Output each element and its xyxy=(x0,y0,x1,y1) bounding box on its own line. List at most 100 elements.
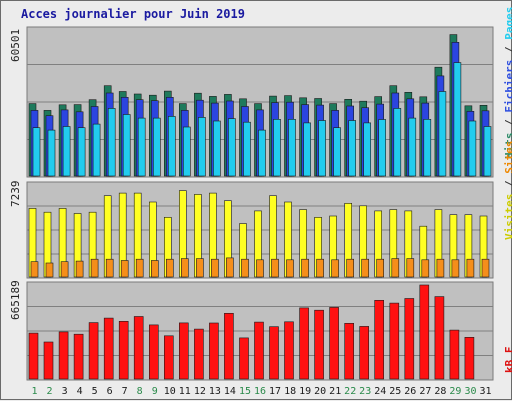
kbytes-bar-kb-f xyxy=(359,326,370,380)
day-label: 10 xyxy=(164,386,176,397)
kbytes-bar-kb-f xyxy=(28,332,39,380)
kbytes-bar-kb-f xyxy=(149,324,159,380)
kbytes-bar-kb-f xyxy=(73,333,84,380)
day-label: 25 xyxy=(389,386,401,397)
visits-bar-sites xyxy=(196,258,204,278)
kbytes-bar-kb-f xyxy=(209,322,219,380)
visits-bar-sites xyxy=(75,260,84,278)
traffic-bar-pages xyxy=(438,91,447,177)
kbytes-bar-kb-f xyxy=(299,307,309,380)
traffic-bar-pages xyxy=(168,116,176,177)
visits-bar-sites xyxy=(316,258,324,278)
day-label: 7 xyxy=(122,386,128,397)
visits-bar-sites xyxy=(226,257,234,278)
traffic-bar-pages xyxy=(32,127,41,177)
day-label: 16 xyxy=(254,386,266,397)
day-label: 31 xyxy=(479,386,491,397)
traffic-bar-pages xyxy=(363,122,372,177)
day-label: 8 xyxy=(137,386,143,397)
visits-bar-sites xyxy=(376,258,385,278)
day-label: 17 xyxy=(269,386,281,397)
day-label: 4 xyxy=(77,386,83,397)
visits-bar-sites xyxy=(391,258,400,278)
day-label: 2 xyxy=(46,386,52,397)
traffic-bar-pages xyxy=(92,123,101,177)
kbytes-bar-kb-f xyxy=(254,321,264,380)
day-label: 14 xyxy=(224,386,236,397)
kbytes-bar-kb-f xyxy=(58,331,69,380)
visits-bar-sites xyxy=(331,259,339,278)
visits-bar-sites xyxy=(271,258,279,278)
kbytes-bar-kb-f xyxy=(118,320,129,380)
kbytes-bar-kb-f xyxy=(404,298,415,380)
traffic-bar-pages xyxy=(273,119,281,177)
visits-bar-sites xyxy=(30,261,39,278)
visits-bar-sites xyxy=(90,258,99,278)
day-label: 23 xyxy=(359,386,371,397)
kbytes-bar-kb-f xyxy=(194,328,204,380)
kbytes-bar-kb-f xyxy=(43,341,54,380)
visits-bar-sites xyxy=(301,258,309,278)
traffic-bar-pages xyxy=(153,117,161,177)
kbytes-bar-kb-f xyxy=(88,322,99,380)
kbytes-bar-kb-f xyxy=(284,321,294,380)
kbytes-bar-kb-f xyxy=(419,284,430,380)
day-label: 19 xyxy=(299,386,311,397)
day-label: 5 xyxy=(92,386,98,397)
traffic-bar-pages xyxy=(303,122,311,177)
day-label: 13 xyxy=(209,386,221,397)
kbytes-bar-kb-f xyxy=(374,299,385,380)
day-label: 12 xyxy=(194,386,206,397)
day-label: 26 xyxy=(404,386,416,397)
visits-bar-sites xyxy=(481,258,490,278)
visits-bar-sites xyxy=(105,258,114,278)
day-label: 3 xyxy=(62,386,68,397)
visits-bar-sites xyxy=(451,259,460,278)
kbytes-bar-kb-f xyxy=(329,307,339,380)
day-label: 15 xyxy=(239,386,251,397)
day-label: 27 xyxy=(419,386,431,397)
traffic-bar-pages xyxy=(62,126,71,177)
traffic-bar-pages xyxy=(333,127,341,177)
traffic-bar-pages xyxy=(137,117,146,177)
traffic-bar-pages xyxy=(288,119,296,177)
kbytes-bar-kb-f xyxy=(344,322,355,380)
day-label: 18 xyxy=(284,386,296,397)
traffic-bar-pages xyxy=(423,119,432,177)
visits-bar-sites xyxy=(120,260,129,278)
visits-bar-sites xyxy=(181,258,189,278)
traffic-bar-pages xyxy=(243,121,251,177)
day-label: 22 xyxy=(344,386,356,397)
kbytes-bar-kb-f xyxy=(464,336,475,380)
traffic-bar-pages xyxy=(77,127,86,177)
day-label: 9 xyxy=(152,386,158,397)
kbytes-bar-kb-f xyxy=(449,329,460,380)
traffic-bar-pages xyxy=(408,117,417,177)
traffic-bar-pages xyxy=(483,126,492,177)
visits-bar-sites xyxy=(466,258,475,278)
traffic-bar-pages xyxy=(258,129,266,177)
kbytes-bar-kb-f xyxy=(269,326,279,380)
visits-bar-sites xyxy=(241,258,249,278)
visits-bar-sites xyxy=(166,258,174,278)
traffic-bar-pages xyxy=(213,120,221,177)
kbytes-bar-kb-f xyxy=(133,316,144,380)
traffic-bar-pages xyxy=(122,114,131,177)
traffic-bar-pages xyxy=(228,118,236,177)
day-label: 20 xyxy=(314,386,326,397)
traffic-bar-pages xyxy=(393,108,402,177)
visits-bar-sites xyxy=(421,259,430,278)
traffic-bar-pages xyxy=(453,62,462,177)
kbytes-bar-kb-f xyxy=(389,302,400,380)
visits-bar-sites xyxy=(346,258,355,278)
day-label: 29 xyxy=(449,386,461,397)
traffic-bar-pages xyxy=(318,120,326,177)
traffic-bar-pages xyxy=(47,129,56,177)
day-label: 28 xyxy=(434,386,446,397)
visits-bar-sites xyxy=(60,261,69,278)
kbytes-bar-kb-f xyxy=(314,309,324,380)
kbytes-bar-kb-f xyxy=(434,296,445,380)
visits-bar-sites xyxy=(286,259,294,278)
traffic-bar-pages xyxy=(468,120,477,177)
